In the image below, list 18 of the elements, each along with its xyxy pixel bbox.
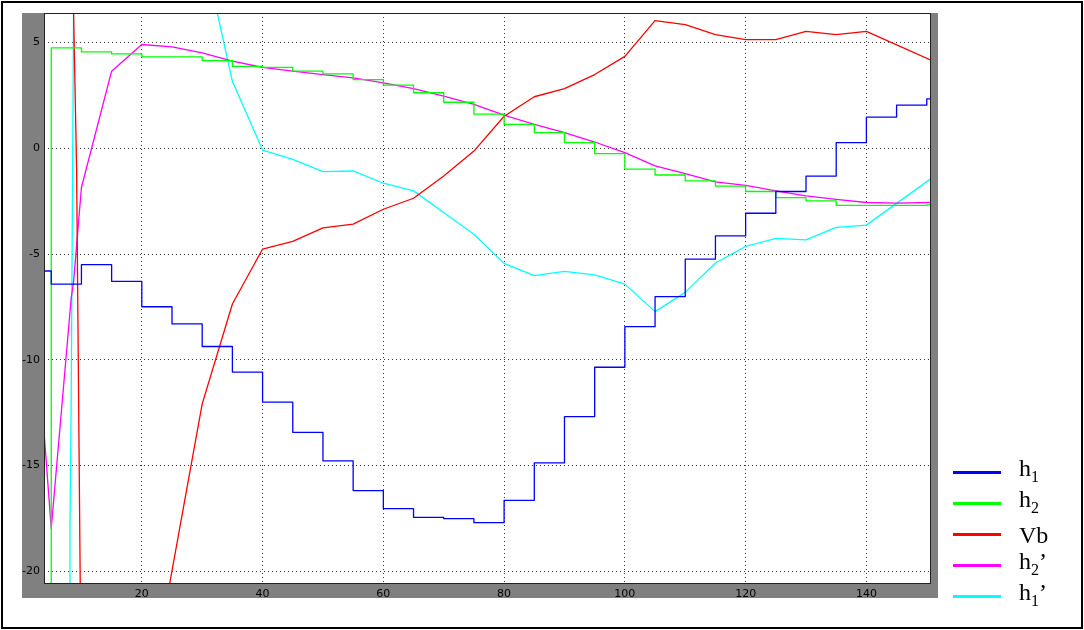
x-tick-label: 60	[376, 587, 391, 601]
y-tick-label: -20	[22, 564, 40, 578]
y-tick-label: -10	[22, 352, 40, 366]
y-tick-label: 5	[33, 35, 40, 49]
legend-label: h$_{1}$	[1019, 455, 1039, 485]
legend-label: h$_{2}$	[1019, 485, 1039, 518]
x-tick-label: 40	[255, 587, 270, 601]
y-tick-label: -15	[22, 458, 40, 472]
x-tick-label: 140	[855, 587, 877, 601]
legend-label: h$_{1}$’	[1019, 578, 1047, 611]
y-tick-label: -5	[29, 246, 40, 260]
y-tick-label: 0	[33, 141, 40, 155]
legend-label: Vb	[1019, 520, 1049, 550]
x-tick-label: 100	[614, 587, 636, 601]
x-tick-label: 20	[134, 587, 149, 601]
legend-label: h$_{2}$’	[1019, 548, 1047, 578]
x-tick-label: 80	[497, 587, 512, 601]
x-tick-label: 120	[735, 587, 757, 601]
